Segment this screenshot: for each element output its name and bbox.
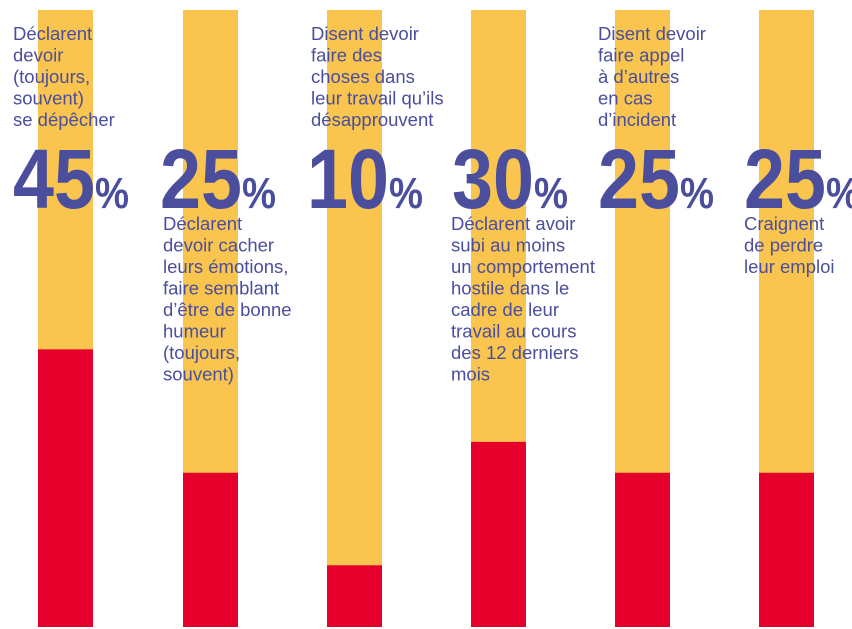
category-label-line: devoir [13, 45, 63, 66]
category-label-line: d’incident [598, 109, 676, 130]
data-label-percent-sign: % [826, 169, 852, 218]
category-label-line: subi au moins [451, 235, 565, 256]
category-label-line: Déclarent [13, 23, 92, 44]
category-label-line: hostile dans le [451, 278, 569, 299]
bar-value [615, 472, 670, 627]
data-label-value: 10 [307, 132, 389, 226]
bar-remainder [327, 10, 382, 627]
category-label-line: Déclarent avoir [451, 213, 575, 234]
data-label-percent-sign: % [389, 169, 423, 218]
bar-value [759, 472, 814, 627]
category-label-line: Déclarent [163, 213, 242, 234]
category-label-line: d’être de bonne [163, 299, 292, 320]
bar-value [471, 441, 526, 627]
category-label-line: devoir cacher [163, 235, 274, 256]
category-label-line: Disent devoir [598, 23, 706, 44]
data-label-value: 25 [744, 132, 826, 226]
category-label-line: (toujours, [13, 66, 90, 87]
category-label-line: (toujours, [163, 342, 240, 363]
category-label-line: en cas [598, 88, 653, 109]
data-label-value: 25 [598, 132, 680, 226]
category-label-line: leurs émotions, [163, 256, 288, 277]
category-label-line: faire appel [598, 45, 684, 66]
data-label-value: 30 [452, 132, 534, 226]
category-label: Disent devoir faire appel à d’autres en cas… [598, 23, 706, 130]
category-label-line: Craignent [744, 213, 824, 234]
category-label-line: Disent devoir [311, 23, 419, 44]
data-label: 10% [307, 132, 423, 226]
category-label-line: se dépêcher [13, 109, 115, 130]
category-label: Déclarent devoir cacher leurs émotions, fai… [163, 213, 292, 385]
data-label: 30% [452, 132, 568, 226]
category-label: Craignent de perdre leur emploi [744, 213, 835, 277]
category-label-line: des 12 derniers [451, 342, 579, 363]
category-label-line: faire des [311, 45, 382, 66]
data-label: 25% [598, 132, 714, 226]
bar-value [327, 565, 382, 627]
category-label-line: souvent) [13, 88, 84, 109]
data-label-percent-sign: % [534, 169, 568, 218]
data-label: 25% [744, 132, 852, 226]
data-label-percent-sign: % [95, 169, 129, 218]
category-label-line: leur travail qu’ils [311, 88, 444, 109]
category-label-line: travail au cours [451, 321, 576, 342]
category-label-line: leur emploi [744, 256, 835, 277]
category-label-line: humeur [163, 321, 226, 342]
category-label-line: un comportement [451, 256, 595, 277]
category-label-line: désapprouvent [311, 109, 433, 130]
data-label: 45% [13, 132, 129, 226]
category-label: Déclarent avoir subi au moins un comportem… [451, 213, 595, 385]
data-label-value: 25 [160, 132, 242, 226]
category-label: Disent devoir faire des choses dans leur tr… [311, 23, 444, 130]
bar-value [38, 349, 93, 627]
category-label-line: faire semblant [163, 278, 279, 299]
category-label-line: choses dans [311, 66, 415, 87]
category-label-line: de perdre [744, 235, 823, 256]
category-label-line: à d’autres [598, 66, 679, 87]
data-label: 25% [160, 132, 276, 226]
data-label-percent-sign: % [680, 169, 714, 218]
bar-value [183, 472, 238, 627]
data-label-percent-sign: % [242, 169, 276, 218]
category-label-line: cadre de leur [451, 299, 559, 320]
data-label-value: 45 [13, 132, 95, 226]
category-label-line: souvent) [163, 364, 234, 385]
category-label: Déclarent devoir (toujours, souvent) se dépê… [13, 23, 115, 130]
category-label-line: mois [451, 364, 490, 385]
